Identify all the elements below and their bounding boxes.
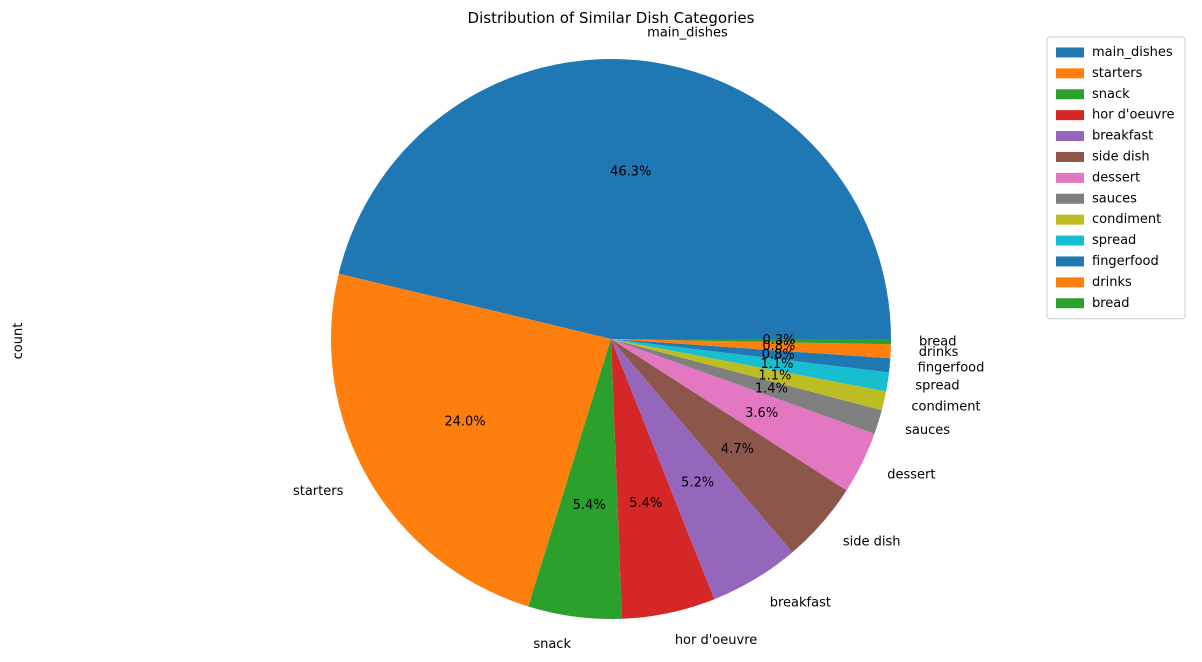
slice-label-side-dish: side dish [843, 534, 901, 549]
legend-label-starters: starters [1092, 66, 1143, 81]
pie-slice-main-dishes [338, 58, 891, 339]
slice-label-hor-d-oeuvre: hor d'oeuvre [675, 633, 757, 648]
pie-slice-side-dish [611, 339, 847, 553]
legend-label-main-dishes: main_dishes [1092, 45, 1173, 60]
legend-label-bread: bread [1092, 296, 1130, 311]
percent-label-starters: 24.0% [444, 415, 485, 430]
legend-frame [1046, 36, 1186, 320]
legend-swatch-sauces [1056, 193, 1084, 204]
percent-label-condiment: 1.1% [758, 369, 791, 384]
slice-label-bread: bread [919, 334, 957, 349]
pie-slice-bread [611, 339, 891, 345]
slice-label-breakfast: breakfast [770, 595, 831, 610]
legend-label-dessert: dessert [1092, 170, 1140, 185]
legend-swatch-dessert [1056, 172, 1084, 183]
slice-label-drinks: drinks [919, 345, 959, 360]
legend-swatch-spread [1056, 235, 1084, 246]
legend-label-spread: spread [1092, 233, 1136, 248]
legend-swatch-bread [1056, 298, 1084, 309]
percent-label-breakfast: 5.2% [681, 475, 714, 490]
pie-slice-starters [330, 273, 611, 607]
slice-labels: main_dishes starters snack hor d'oeuvre brea… [293, 26, 984, 652]
slice-label-fingerfood: fingerfood [918, 360, 985, 375]
legend-swatch-fingerfood [1056, 256, 1084, 267]
pie-slices [330, 58, 891, 619]
pie-slice-dessert [611, 339, 875, 491]
pie-slice-breakfast [611, 339, 793, 600]
percent-label-spread: 1.1% [761, 357, 794, 372]
pie-slice-sauces [611, 339, 882, 434]
slice-label-spread: spread [915, 379, 959, 394]
legend-label-hor-d-oeuvre: hor d'oeuvre [1092, 108, 1174, 123]
pie-slice-spread [611, 339, 890, 392]
pie-slice-fingerfood [611, 339, 891, 373]
slice-label-sauces: sauces [905, 423, 950, 438]
percent-label-drinks: 0.8% [762, 339, 795, 354]
percent-label-bread: 0.3% [762, 333, 795, 348]
percent-label-fingerfood: 0.8% [762, 347, 795, 362]
legend-swatch-snack [1056, 89, 1084, 100]
slice-label-snack: snack [533, 637, 571, 652]
slice-label-dessert: dessert [887, 468, 935, 483]
pie-slice-drinks [611, 339, 891, 359]
percent-label-snack: 5.4% [573, 498, 606, 513]
pie-slice-hor-d-oeuvre [611, 339, 715, 619]
percent-label-side-dish: 4.7% [721, 442, 754, 457]
legend-label-breakfast: breakfast [1092, 129, 1153, 144]
legend-label-snack: snack [1092, 87, 1130, 102]
percent-labels: 46.3%24.0%5.4% 5.4%5.2%4.7%3.6%1.4%1.1%1.… [444, 165, 795, 513]
legend-swatch-breakfast [1056, 131, 1084, 142]
legend-label-sauces: sauces [1092, 191, 1137, 206]
slice-label-main-dishes: main_dishes [647, 26, 728, 41]
legend-label-drinks: drinks [1092, 275, 1132, 290]
percent-label-dessert: 3.6% [745, 406, 778, 421]
pie-slice-condiment [611, 339, 887, 411]
legend-swatch-starters [1056, 68, 1084, 79]
percent-label-hor-d-oeuvre: 5.4% [629, 496, 662, 511]
legend-label-side-dish: side dish [1092, 149, 1150, 164]
percent-label-sauces: 1.4% [755, 381, 788, 396]
legend-swatch-main-dishes [1056, 47, 1084, 58]
legend-label-fingerfood: fingerfood [1092, 254, 1159, 269]
legend-label-condiment: condiment [1092, 212, 1161, 227]
slice-label-starters: starters [293, 484, 344, 499]
slice-label-condiment: condiment [911, 400, 980, 415]
legend-swatch-condiment [1056, 214, 1084, 225]
pie-slice-snack [528, 339, 622, 619]
percent-label-main-dishes: 46.3% [610, 165, 651, 180]
legend: main_dishes starters snack hor d'oeuvre brea… [1046, 36, 1186, 320]
legend-swatch-hor-d-oeuvre [1056, 110, 1084, 121]
chart-title: Distribution of Similar Dish Categories [468, 9, 755, 27]
legend-swatch-drinks [1056, 277, 1084, 288]
y-axis-label: count [11, 323, 26, 360]
legend-swatch-side-dish [1056, 151, 1084, 162]
